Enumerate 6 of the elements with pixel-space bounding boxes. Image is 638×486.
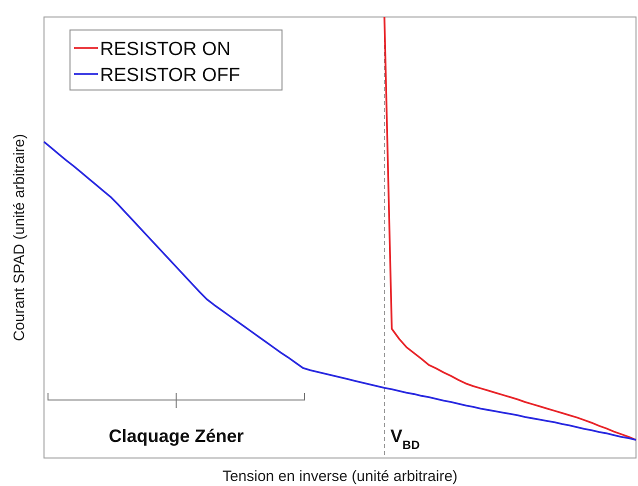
annotation: Claquage Zéner xyxy=(108,426,244,446)
legend-label: RESISTOR ON xyxy=(100,39,231,60)
legend-label: RESISTOR OFF xyxy=(100,65,240,86)
x-axis-title: Tension en inverse (unité arbitraire) xyxy=(222,468,458,485)
annotation: V$_{BD}$ xyxy=(390,426,420,452)
y-axis-title: Courant SPAD (unité arbitraire) xyxy=(11,134,28,342)
